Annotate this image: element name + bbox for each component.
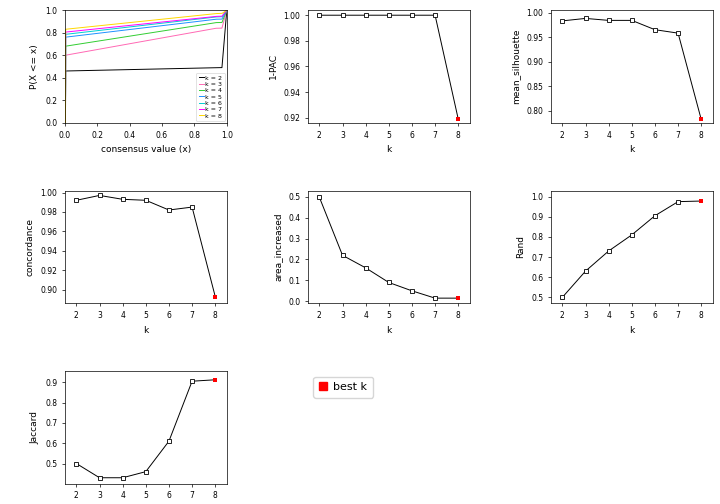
k = 7	[217, 13, 226, 19]
k = 2	[68, 68, 77, 74]
k = 7	[139, 21, 148, 27]
k = 4	[188, 23, 197, 29]
k = 3	[217, 25, 226, 31]
k = 2	[139, 66, 148, 72]
k = 4	[60, 120, 69, 126]
Line: k = 6: k = 6	[65, 10, 227, 123]
k = 3	[135, 39, 143, 45]
k = 5	[135, 25, 143, 31]
k = 3	[222, 7, 231, 13]
Y-axis label: concordance: concordance	[26, 218, 35, 276]
k = 5	[188, 19, 197, 25]
k = 8	[139, 18, 148, 24]
k = 4	[135, 32, 143, 38]
k = 3	[60, 120, 69, 126]
k = 5	[217, 16, 226, 22]
Y-axis label: Rand: Rand	[516, 235, 526, 259]
k = 7	[60, 120, 69, 126]
k = 5	[217, 16, 226, 22]
k = 4	[68, 42, 77, 48]
X-axis label: k: k	[143, 326, 148, 335]
k = 6	[188, 17, 197, 23]
X-axis label: k: k	[629, 145, 634, 154]
Line: k = 8: k = 8	[65, 10, 227, 123]
X-axis label: consensus value (x): consensus value (x)	[101, 145, 191, 154]
k = 7	[68, 28, 77, 34]
Line: k = 3: k = 3	[65, 10, 227, 123]
k = 2	[135, 67, 143, 73]
k = 4	[222, 7, 231, 13]
k = 8	[68, 25, 77, 31]
Line: k = 5: k = 5	[65, 10, 227, 123]
k = 8	[222, 7, 231, 13]
k = 6	[217, 14, 226, 20]
Line: k = 7: k = 7	[65, 10, 227, 123]
k = 6	[68, 30, 77, 36]
k = 2	[217, 64, 226, 70]
Line: k = 2: k = 2	[65, 10, 227, 123]
X-axis label: k: k	[386, 326, 392, 335]
k = 8	[60, 120, 69, 126]
Y-axis label: mean_silhouette: mean_silhouette	[512, 29, 521, 104]
k = 2	[217, 62, 226, 69]
k = 5	[60, 120, 69, 126]
Y-axis label: 1-PAC: 1-PAC	[269, 53, 278, 80]
k = 6	[60, 120, 69, 126]
k = 4	[139, 31, 148, 37]
k = 8	[217, 10, 226, 16]
k = 5	[222, 7, 231, 13]
k = 3	[139, 38, 148, 44]
k = 7	[222, 7, 231, 13]
X-axis label: k: k	[386, 145, 392, 154]
k = 8	[188, 13, 197, 19]
k = 7	[135, 21, 143, 27]
k = 6	[222, 7, 231, 13]
k = 6	[135, 23, 143, 29]
k = 2	[188, 65, 197, 71]
k = 3	[188, 29, 197, 35]
k = 8	[135, 19, 143, 25]
k = 6	[139, 22, 148, 28]
X-axis label: k: k	[629, 326, 634, 335]
Line: k = 4: k = 4	[65, 10, 227, 123]
k = 8	[217, 11, 226, 17]
Legend: k = 2, k = 3, k = 4, k = 5, k = 6, k = 7, k = 8: k = 2, k = 3, k = 4, k = 5, k = 6, k = 7…	[196, 73, 225, 121]
Y-axis label: P(X <= x): P(X <= x)	[30, 44, 40, 89]
k = 3	[217, 25, 226, 31]
k = 7	[188, 16, 197, 22]
k = 4	[217, 19, 226, 25]
k = 5	[68, 33, 77, 39]
Y-axis label: area_increased: area_increased	[274, 213, 282, 281]
Y-axis label: Jaccard: Jaccard	[30, 411, 40, 444]
Legend: best k: best k	[313, 376, 373, 398]
k = 2	[60, 120, 69, 126]
k = 3	[68, 51, 77, 57]
k = 6	[217, 14, 226, 20]
k = 4	[217, 19, 226, 25]
k = 2	[222, 7, 231, 13]
k = 5	[139, 25, 148, 31]
k = 7	[217, 13, 226, 19]
